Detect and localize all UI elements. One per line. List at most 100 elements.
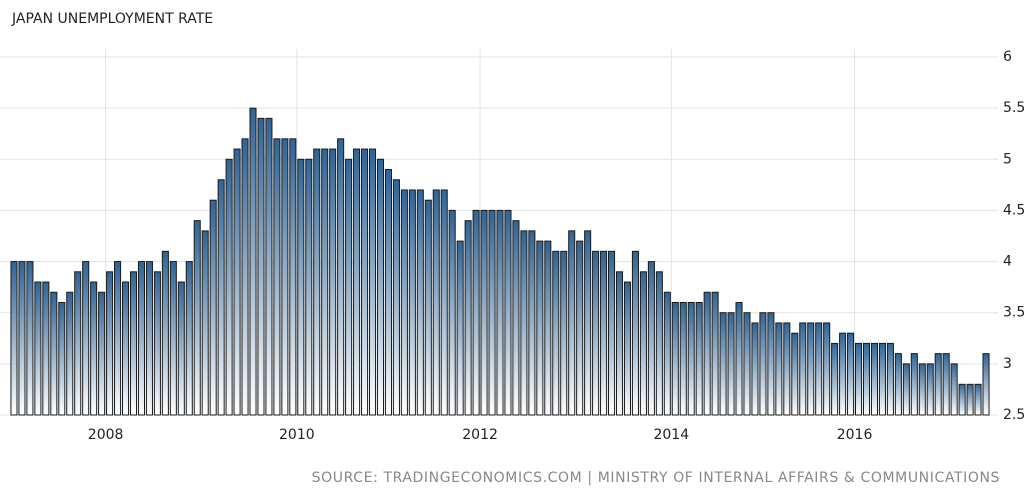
bar — [855, 342, 863, 416]
bar — [958, 383, 966, 416]
bar — [544, 240, 552, 416]
bar — [926, 363, 934, 416]
x-tick-label: 2008 — [88, 427, 124, 443]
bar — [918, 363, 926, 416]
y-tick-label: 5 — [1003, 151, 1012, 167]
bar — [233, 148, 241, 416]
bar — [345, 158, 353, 416]
y-tick-label: 4.5 — [1003, 202, 1025, 218]
bar — [305, 158, 313, 416]
bar — [568, 230, 576, 416]
bar — [281, 138, 289, 416]
bar — [440, 189, 448, 416]
bar — [50, 291, 58, 416]
bar — [759, 312, 767, 416]
chart-title: JAPAN UNEMPLOYMENT RATE — [11, 11, 213, 27]
bar — [273, 138, 281, 416]
bar — [623, 281, 632, 416]
source-note: SOURCE: TRADINGECONOMICS.COM | MINISTRY … — [312, 470, 1000, 486]
bar — [783, 322, 791, 416]
bar — [751, 322, 759, 416]
bar — [137, 261, 145, 416]
bar — [42, 281, 50, 416]
bar — [687, 301, 695, 416]
bar — [942, 353, 950, 416]
bar — [122, 281, 130, 416]
y-tick-label: 2.5 — [1003, 407, 1025, 423]
bar — [719, 312, 727, 416]
bar — [671, 301, 679, 416]
bar — [807, 322, 815, 416]
bar — [424, 199, 432, 416]
bar — [58, 301, 66, 416]
bar — [902, 363, 910, 416]
bar — [257, 117, 265, 416]
bar — [592, 250, 600, 416]
bar — [241, 138, 249, 416]
bar — [217, 179, 225, 416]
bar — [655, 271, 663, 416]
bar — [297, 158, 305, 416]
bar — [353, 148, 361, 416]
bar — [528, 230, 536, 416]
bar — [966, 383, 974, 416]
bar — [361, 148, 369, 416]
bar — [106, 271, 114, 416]
bar — [910, 353, 918, 416]
bar — [98, 291, 106, 416]
bar — [392, 179, 400, 416]
bar — [560, 250, 568, 416]
bar — [615, 271, 624, 416]
bar — [249, 107, 257, 416]
bar — [408, 189, 416, 416]
y-tick-label: 3 — [1003, 356, 1012, 372]
bar — [862, 342, 871, 416]
bar — [448, 209, 456, 416]
bar — [815, 322, 823, 416]
bar — [831, 342, 839, 416]
bar — [974, 383, 982, 416]
bar — [368, 148, 377, 416]
bar — [839, 332, 847, 416]
bar — [695, 301, 703, 416]
bar — [18, 261, 26, 416]
bar — [982, 353, 990, 416]
bar — [384, 169, 392, 416]
bar — [114, 261, 122, 416]
bar — [66, 291, 74, 416]
x-tick-label: 2016 — [837, 427, 873, 443]
bar — [329, 148, 337, 416]
bar — [600, 250, 608, 416]
bar — [209, 199, 217, 416]
bar — [496, 209, 504, 416]
bar — [775, 322, 783, 416]
bar — [265, 117, 273, 416]
y-tick-label: 5.5 — [1003, 100, 1025, 116]
x-tick-label: 2010 — [279, 427, 315, 443]
bar — [74, 271, 82, 416]
y-tick-label: 6 — [1003, 49, 1012, 65]
bar — [145, 261, 153, 416]
bar — [552, 250, 560, 416]
bar — [878, 342, 886, 416]
bar — [703, 291, 711, 416]
bar — [177, 281, 185, 416]
bar — [10, 261, 18, 416]
bar — [847, 332, 855, 416]
bar — [313, 148, 321, 416]
y-tick-label: 3.5 — [1003, 305, 1025, 321]
bar — [536, 240, 544, 416]
bar — [934, 353, 942, 416]
bar — [823, 322, 831, 416]
bar — [608, 250, 616, 416]
bar — [743, 312, 751, 416]
bar — [488, 209, 496, 416]
bar — [464, 220, 472, 416]
bar — [193, 220, 201, 416]
bar — [26, 261, 34, 416]
bar — [169, 261, 177, 416]
bar — [456, 240, 464, 416]
bar — [711, 291, 719, 416]
bar — [679, 301, 687, 416]
x-tick-label: 2014 — [653, 427, 689, 443]
